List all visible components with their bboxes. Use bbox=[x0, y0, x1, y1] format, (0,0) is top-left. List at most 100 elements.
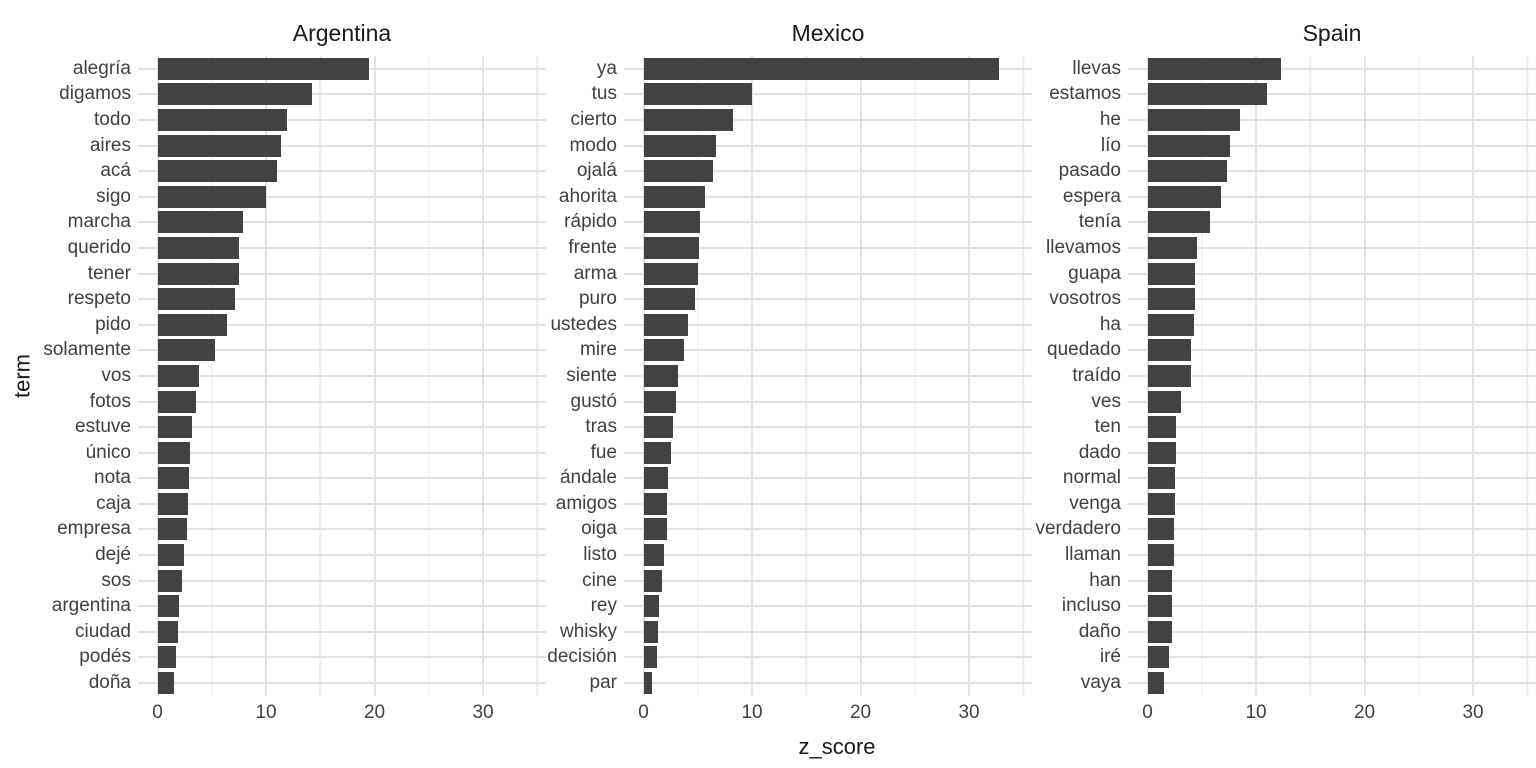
y-tick-label: vos bbox=[101, 364, 131, 386]
bar-row bbox=[138, 261, 546, 287]
gridline-y bbox=[624, 195, 1032, 198]
bar-row bbox=[1128, 568, 1536, 594]
bar bbox=[643, 492, 668, 515]
y-tick-label: acá bbox=[100, 160, 131, 182]
bar bbox=[643, 185, 706, 208]
bar-row bbox=[1128, 261, 1536, 287]
gridline-y bbox=[1128, 246, 1536, 249]
bar-row bbox=[138, 466, 546, 492]
bar bbox=[157, 364, 199, 387]
bar-row bbox=[624, 56, 1032, 82]
y-tick-label: han bbox=[1089, 569, 1121, 591]
gridline-y bbox=[1128, 579, 1536, 582]
y-tick-label: marcha bbox=[67, 211, 131, 233]
y-tick-label: cine bbox=[582, 569, 617, 591]
bar-row bbox=[1128, 645, 1536, 671]
x-tick-label: 20 bbox=[1353, 702, 1376, 723]
bar-row bbox=[1128, 158, 1536, 184]
gridline-y bbox=[1128, 67, 1536, 70]
bar bbox=[1147, 390, 1182, 413]
gridline-y bbox=[1128, 298, 1536, 301]
y-tick-label: quedado bbox=[1047, 339, 1121, 361]
bar-row bbox=[624, 491, 1032, 517]
y-tick-label: vosotros bbox=[1049, 288, 1121, 310]
gridline-y bbox=[1128, 477, 1536, 480]
gridline-y bbox=[138, 426, 546, 429]
bar-row bbox=[1128, 286, 1536, 312]
bar-row bbox=[624, 466, 1032, 492]
bar bbox=[643, 467, 669, 490]
bar bbox=[1147, 185, 1222, 208]
y-tick-label: dejé bbox=[95, 544, 131, 566]
gridline-y bbox=[624, 93, 1032, 96]
bar-row bbox=[1128, 184, 1536, 210]
bar-row bbox=[138, 619, 546, 645]
y-tick-label: argentina bbox=[51, 595, 131, 617]
gridline-y bbox=[138, 144, 546, 147]
gridline-y bbox=[138, 400, 546, 403]
bar-row bbox=[1128, 107, 1536, 133]
y-tick-label: ojalá bbox=[576, 160, 617, 182]
gridline-y bbox=[624, 246, 1032, 249]
bar bbox=[157, 569, 183, 592]
bar-row bbox=[1128, 440, 1536, 466]
y-tick-label: estuve bbox=[75, 416, 131, 438]
y-axis-title: term bbox=[9, 354, 35, 398]
bar-row bbox=[138, 56, 546, 82]
bar bbox=[1147, 467, 1175, 490]
gridline-y bbox=[138, 195, 546, 198]
bar-row bbox=[624, 645, 1032, 671]
gridline-y bbox=[1128, 630, 1536, 633]
bar-row bbox=[1128, 542, 1536, 568]
y-tick-label: único bbox=[85, 441, 131, 463]
bar bbox=[1147, 672, 1164, 695]
bar bbox=[157, 595, 180, 618]
gridline-y bbox=[624, 170, 1032, 173]
y-tick-label: rey bbox=[590, 595, 617, 617]
y-tick-label: tus bbox=[591, 83, 617, 105]
bar bbox=[1147, 134, 1230, 157]
x-tick-label: 30 bbox=[958, 702, 980, 723]
gridline-y bbox=[1128, 349, 1536, 352]
bar-row bbox=[138, 235, 546, 261]
x-tick-label: 0 bbox=[638, 702, 649, 723]
bar-row bbox=[624, 184, 1032, 210]
y-tick-label: querido bbox=[67, 236, 131, 258]
y-tick-label: ya bbox=[596, 57, 617, 79]
bar bbox=[157, 620, 179, 643]
bar-row bbox=[1128, 414, 1536, 440]
x-axis-ticks: 0 10 20 30 bbox=[624, 696, 1032, 732]
gridline-y bbox=[138, 477, 546, 480]
y-tick-label: fue bbox=[590, 441, 617, 463]
bar bbox=[643, 620, 658, 643]
bar bbox=[1147, 313, 1195, 336]
bar bbox=[1147, 646, 1170, 669]
gridline-y bbox=[1128, 426, 1536, 429]
gridline-y bbox=[624, 374, 1032, 377]
bar bbox=[643, 364, 679, 387]
y-axis-labels: alegría digamos todo aires acá sigo marcha quer… bbox=[43, 56, 138, 696]
gridline-y bbox=[624, 502, 1032, 505]
y-tick-label: sigo bbox=[96, 185, 131, 207]
gridline-y bbox=[138, 374, 546, 377]
bar bbox=[643, 134, 717, 157]
gridline-y bbox=[1128, 118, 1536, 121]
gridline-y bbox=[624, 221, 1032, 224]
bar-row bbox=[138, 210, 546, 236]
y-tick-label: respeto bbox=[67, 288, 131, 310]
y-tick-label: alegría bbox=[72, 57, 131, 79]
bar bbox=[157, 262, 239, 285]
bar-row bbox=[624, 542, 1032, 568]
bar bbox=[643, 288, 695, 311]
gridline-y bbox=[138, 93, 546, 96]
gridline-y bbox=[624, 144, 1032, 147]
bar bbox=[157, 185, 267, 208]
gridline-y bbox=[1128, 554, 1536, 557]
facet-panel bbox=[138, 56, 546, 696]
gridline-y bbox=[1128, 195, 1536, 198]
bar bbox=[643, 595, 659, 618]
y-tick-label: sos bbox=[101, 569, 131, 591]
bar bbox=[643, 390, 677, 413]
bar bbox=[1147, 595, 1173, 618]
